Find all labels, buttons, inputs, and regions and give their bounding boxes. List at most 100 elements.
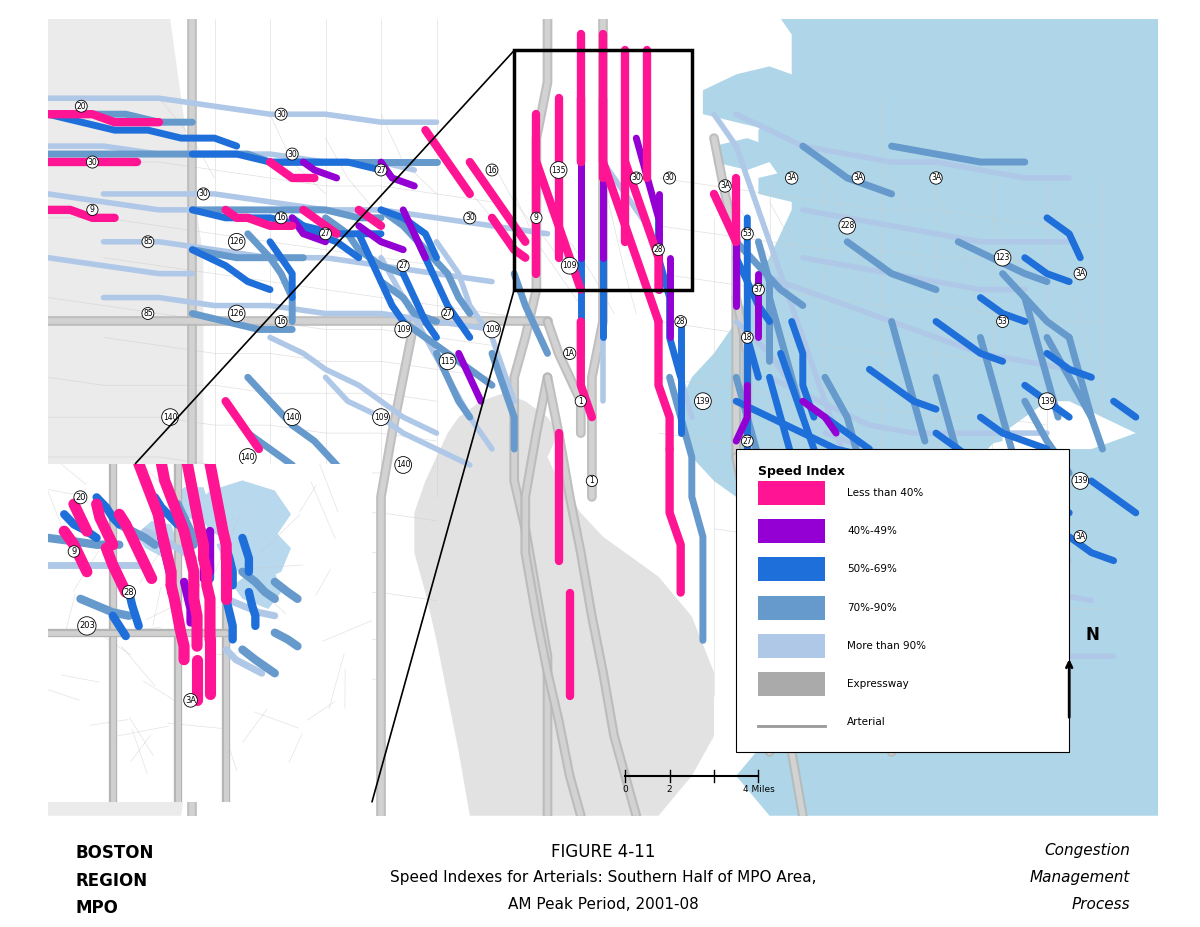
Text: 140: 140 [318,468,332,477]
Text: 16: 16 [276,213,286,222]
Polygon shape [936,401,1003,449]
Text: 30: 30 [276,109,286,119]
Text: 14: 14 [965,596,974,605]
Text: Arterial: Arterial [847,717,886,728]
Text: 126: 126 [229,237,244,247]
Bar [515,50,692,289]
Text: 123: 123 [996,253,1009,262]
Text: 139: 139 [696,397,710,406]
Polygon shape [233,572,281,609]
Text: 30: 30 [464,213,475,222]
Text: FIGURE 4-11: FIGURE 4-11 [551,843,655,860]
Polygon shape [736,19,1158,816]
Polygon shape [194,480,292,548]
Text: More than 90%: More than 90% [847,641,926,651]
Polygon shape [714,138,769,170]
Polygon shape [172,488,210,521]
Text: 16: 16 [487,166,497,174]
Text: 28: 28 [654,246,664,254]
Text: 2: 2 [667,785,672,794]
Text: MPO: MPO [76,899,119,917]
Bar [758,596,826,619]
Text: 85: 85 [143,309,152,318]
Text: 9: 9 [90,206,95,214]
Text: 28: 28 [124,588,134,597]
Text: 3A: 3A [720,182,730,190]
Text: BOSTON: BOSTON [76,844,154,862]
Text: 3A: 3A [853,173,863,183]
Text: 140: 140 [163,413,178,422]
Text: Less than 40%: Less than 40% [847,488,924,498]
Bar [758,672,826,696]
Text: 139: 139 [1073,476,1087,486]
Text: 53: 53 [1009,525,1019,533]
Text: Expressway: Expressway [847,679,908,689]
Text: 109: 109 [396,325,410,334]
Text: 40%-49%: 40%-49% [847,527,898,536]
Text: 53: 53 [997,317,1008,326]
Text: 4 Miles: 4 Miles [743,785,774,794]
Text: 30: 30 [198,189,209,198]
Text: 140: 140 [240,452,256,462]
Polygon shape [48,19,1158,816]
Text: 27: 27 [376,166,386,174]
Text: 27: 27 [743,437,752,446]
Text: 50%-69%: 50%-69% [847,565,898,575]
Text: 139: 139 [1039,397,1055,406]
Text: 109: 109 [373,413,389,422]
Polygon shape [836,481,914,552]
Bar [758,519,826,543]
Polygon shape [958,601,1069,672]
Polygon shape [758,170,803,202]
Text: 0: 0 [623,785,628,794]
Text: 37: 37 [754,286,763,294]
Text: 135: 135 [551,166,566,174]
Polygon shape [914,337,991,393]
Text: AM Peak Period, 2001-08: AM Peak Period, 2001-08 [508,897,698,912]
Text: 228: 228 [840,222,854,230]
Text: 1: 1 [578,397,583,406]
Polygon shape [703,67,803,130]
Text: 140: 140 [284,413,300,422]
Text: 3A: 3A [787,173,797,183]
Text: REGION: REGION [76,871,148,890]
Text: Speed Index: Speed Index [758,465,845,478]
Polygon shape [48,19,204,816]
Text: 1: 1 [589,476,594,486]
Text: 53: 53 [743,229,752,238]
Polygon shape [625,19,1158,552]
Bar [758,481,826,505]
Text: 3A: 3A [185,696,196,705]
Text: Speed Indexes for Arterials: Southern Half of MPO Area,: Speed Indexes for Arterials: Southern Ha… [390,870,816,884]
Polygon shape [414,393,714,816]
Text: 30: 30 [665,173,674,183]
Text: Management: Management [1030,870,1130,884]
Text: 30: 30 [631,173,641,183]
Text: 18: 18 [743,333,752,342]
Text: 3A: 3A [1075,269,1085,278]
Text: 27: 27 [443,309,452,318]
Text: N: N [1086,627,1099,644]
Text: 85: 85 [143,237,152,247]
Text: 1A: 1A [565,349,575,358]
Polygon shape [48,464,372,802]
Text: 203: 203 [79,621,95,630]
Text: 126: 126 [229,309,244,318]
Text: 140: 140 [396,461,410,469]
Text: 27: 27 [398,261,408,270]
Text: 28: 28 [676,317,685,326]
Text: 30: 30 [287,149,298,159]
Text: 3A: 3A [1075,532,1085,541]
Text: 16: 16 [276,317,286,326]
Text: 27: 27 [320,229,330,238]
Text: 3A: 3A [931,173,941,183]
Bar [758,557,826,581]
Text: 70%-90%: 70%-90% [847,603,896,613]
Bar [758,634,826,658]
Text: 9: 9 [71,547,77,556]
Text: Process: Process [1072,897,1130,912]
Text: 30: 30 [88,158,97,167]
Text: 109: 109 [485,325,499,334]
Text: 20: 20 [77,102,86,110]
Text: 109: 109 [563,261,577,270]
